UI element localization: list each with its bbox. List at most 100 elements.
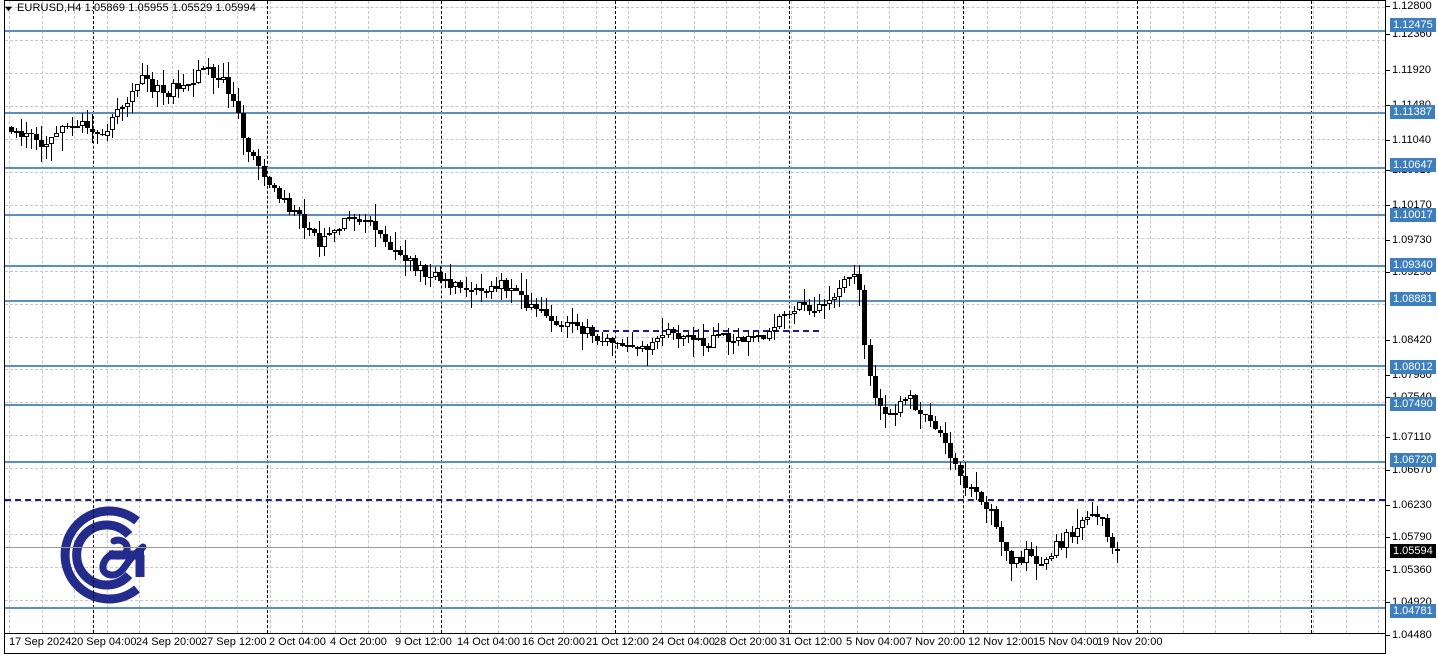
candle-body-bullish [731,340,737,343]
candlestick-series[interactable] [5,1,1385,633]
time-axis[interactable]: 17 Sep 2024 20 Sep 04:00 24 Sep 20:00 27 Se… [4,634,1386,654]
candle-body-bearish [589,327,595,337]
candle-body-bearish [1109,537,1115,549]
candle-body-bullish [1074,527,1080,538]
candle-body-bullish [180,85,186,90]
candle-wick [803,289,805,311]
candle-body-bullish [746,336,752,343]
candle-wick [46,136,48,159]
price-level-label[interactable]: 1.10647 [1390,158,1436,172]
candle-body-bullish [59,125,65,134]
candle-wick [889,408,891,415]
candle-wick [687,331,689,344]
candle-wick [485,289,487,298]
candle-body-bearish [1019,557,1024,563]
candle-body-bullish [443,278,449,282]
level-line-dashed [5,499,1385,501]
candle-body-bearish [306,228,312,230]
candle-body-bullish [539,308,545,311]
candle-wick [824,298,826,320]
candle-wick [662,318,664,346]
candle-body-bullish [1024,548,1030,563]
gridline-vertical [74,1,76,633]
candle-body-bearish [811,311,817,313]
time-axis-label: 9 Oct 12:00 [395,636,452,648]
gridline-horizontal [5,204,1385,206]
candle-body-bearish [993,509,999,527]
candle-wick [66,122,68,129]
price-level-label[interactable]: 1.10017 [1390,208,1436,222]
gridline-horizontal [5,402,1385,404]
candle-wick [692,327,694,357]
price-level-label[interactable]: 1.12475 [1390,18,1436,32]
gridline-vertical [400,1,402,633]
price-axis[interactable]: 1.128001.124751.123601.119201.114801.113… [1386,0,1438,641]
candle-wick [329,226,331,237]
level-line-solid [5,30,1385,33]
candle-wick [394,231,396,261]
candle-body-bullish [827,299,833,304]
chevron-down-icon[interactable] [4,4,13,13]
candle-body-bearish [150,78,156,92]
candle-body-bullish [49,137,55,145]
price-level-label[interactable]: 1.08012 [1390,360,1436,374]
candle-body-bullish [488,286,494,292]
current-price-label[interactable]: 1.05594 [1390,544,1436,558]
candle-wick [647,343,649,366]
candle-body-bearish [99,133,105,136]
candle-wick [56,126,58,138]
time-axis-label: 5 Nov 04:00 [846,636,906,648]
candle-body-bullish [710,334,716,348]
candle-body-bearish [413,257,418,271]
day-separator [93,1,94,633]
chart-frame[interactable] [4,0,1386,634]
price-level-label[interactable]: 1.04781 [1390,604,1436,618]
candle-body-bearish [549,316,555,322]
candle-wick [480,273,482,303]
candle-body-bearish [458,281,464,288]
candle-body-bearish [377,230,383,234]
candle-body-bullish [781,313,787,316]
candle-body-bullish [650,342,656,351]
time-axis-label: 12 Nov 12:00 [968,636,1034,648]
candle-body-bullish [665,329,671,335]
time-axis-label: 21 Oct 12:00 [586,636,649,648]
candle-body-bearish [463,287,469,290]
candle-body-bearish [998,526,1004,543]
candle-body-bearish [266,177,272,185]
gridline-vertical [791,1,793,633]
price-level-label[interactable]: 1.07490 [1390,397,1436,411]
candle-body-bearish [923,413,929,416]
candle-body-bearish [705,346,711,348]
price-tick-mark [1386,570,1390,571]
plot-area[interactable] [5,1,1385,633]
candle-wick [495,277,497,293]
gridline-horizontal [5,138,1385,140]
gridline-vertical [889,1,891,633]
day-separator [963,1,964,633]
price-axis-label: 1.05790 [1392,531,1432,543]
time-axis-label: 14 Oct 04:00 [457,636,520,648]
candle-body-bullish [791,310,797,314]
price-axis-label: 1.05360 [1392,564,1432,576]
gridline-vertical [530,1,532,633]
price-level-label[interactable]: 1.08881 [1390,292,1436,306]
candle-body-bearish [620,343,626,347]
price-level-label[interactable]: 1.06720 [1390,453,1436,467]
candle-body-bearish [569,322,575,324]
gridline-vertical [1313,1,1314,633]
price-tick-mark [1386,635,1390,636]
candle-wick [142,62,144,86]
candle-wick [546,297,548,318]
price-level-label[interactable]: 1.09340 [1390,258,1436,272]
level-line-solid [5,167,1385,170]
gridline-horizontal [5,237,1385,239]
gridline-vertical [498,1,499,633]
candle-wick [334,228,336,243]
price-level-label[interactable]: 1.11387 [1390,105,1435,119]
candle-body-bullish [695,338,701,341]
candle-body-bearish [943,433,949,444]
price-tick-mark [1386,272,1390,273]
candle-wick [430,263,432,288]
